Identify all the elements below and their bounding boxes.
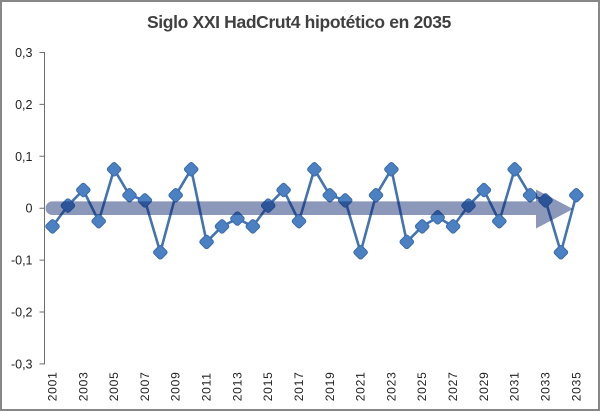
svg-text:2003: 2003 xyxy=(76,371,90,401)
svg-text:2013: 2013 xyxy=(230,371,244,401)
svg-text:0: 0 xyxy=(26,202,33,216)
svg-text:2021: 2021 xyxy=(354,371,368,401)
svg-text:2007: 2007 xyxy=(138,371,152,401)
svg-text:2033: 2033 xyxy=(539,371,553,401)
svg-text:2019: 2019 xyxy=(323,371,337,401)
svg-text:2001: 2001 xyxy=(46,371,60,401)
svg-text:2005: 2005 xyxy=(107,371,121,401)
svg-text:-0,2: -0,2 xyxy=(11,306,33,320)
svg-text:-0,1: -0,1 xyxy=(11,254,33,268)
svg-text:2035: 2035 xyxy=(569,371,583,401)
svg-text:2015: 2015 xyxy=(261,371,275,401)
svg-text:2009: 2009 xyxy=(169,371,183,401)
svg-text:-0,3: -0,3 xyxy=(11,357,33,371)
svg-text:2029: 2029 xyxy=(477,371,491,401)
svg-text:2017: 2017 xyxy=(292,371,306,401)
svg-text:0,1: 0,1 xyxy=(15,150,32,164)
svg-text:2025: 2025 xyxy=(415,371,429,401)
svg-text:0,3: 0,3 xyxy=(15,46,32,60)
svg-text:Siglo XXI HadCrut4 hipotético: Siglo XXI HadCrut4 hipotético en 2035 xyxy=(147,12,452,32)
svg-text:0,2: 0,2 xyxy=(15,98,32,112)
svg-text:2027: 2027 xyxy=(446,371,460,401)
svg-text:2011: 2011 xyxy=(200,372,214,401)
svg-text:2023: 2023 xyxy=(384,371,398,401)
svg-text:2031: 2031 xyxy=(508,371,522,401)
